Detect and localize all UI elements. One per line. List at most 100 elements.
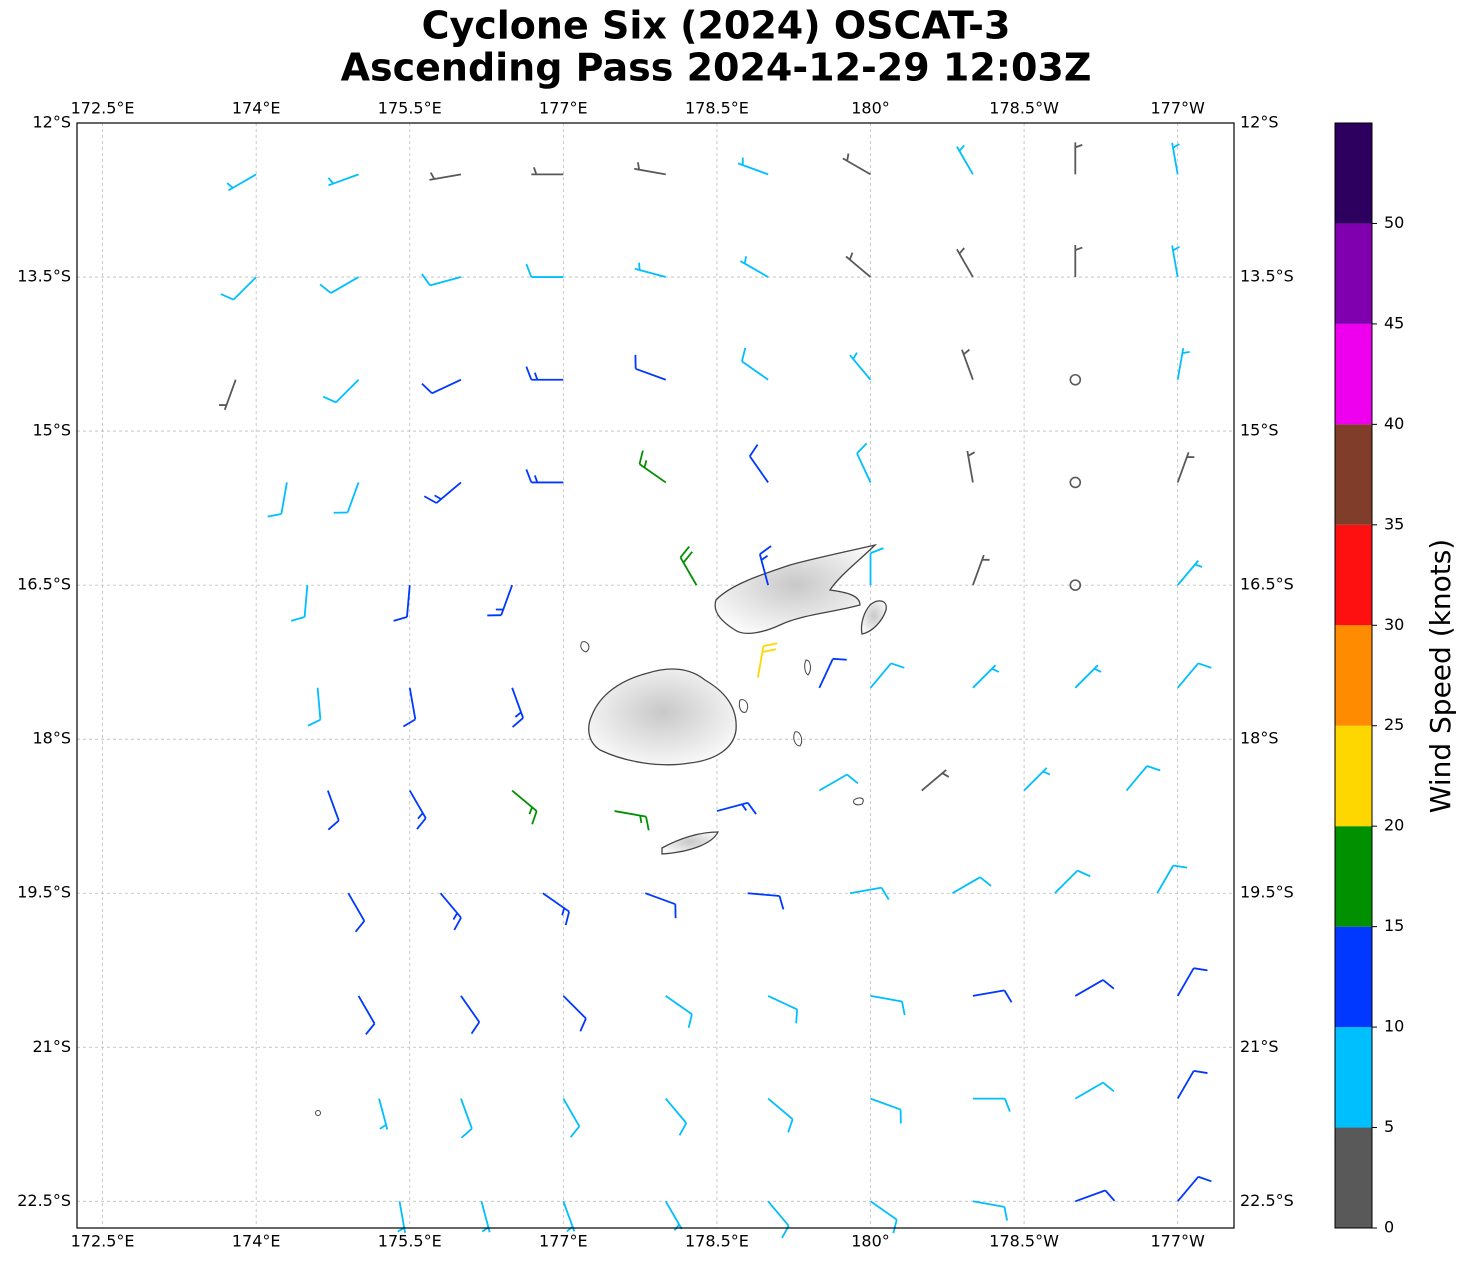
barb-flag: [832, 657, 847, 661]
barb-staff: [1054, 869, 1079, 894]
barb-flag: [890, 662, 905, 669]
islet: [738, 699, 749, 713]
land: [315, 543, 887, 1116]
barb-staff: [1074, 664, 1099, 689]
barb-staff: [1171, 142, 1179, 175]
barb-flag: [1102, 1081, 1115, 1093]
wind-barb: [972, 989, 1013, 1003]
y-tick-label: 22.5°S: [17, 1191, 71, 1210]
title: Cyclone Six (2024) OSCAT-3: [422, 4, 1011, 48]
barb-flag: [319, 283, 332, 294]
barb-staff: [1176, 662, 1199, 689]
barb-flag: [531, 810, 538, 825]
barb-flag: [525, 366, 533, 381]
barb-half: [1194, 563, 1203, 568]
wind-barb: [357, 995, 376, 1036]
wind-barb: [562, 995, 587, 1032]
wind-barb: [956, 247, 974, 278]
colorbar-segment: [1335, 223, 1372, 324]
wind-barb: [869, 547, 884, 586]
wind-barb: [525, 263, 564, 278]
barb-staff: [739, 260, 769, 278]
wind-barb: [842, 153, 871, 176]
barb-half: [379, 1123, 387, 1130]
y-tick-label: 13.5°S: [1240, 267, 1294, 286]
kadavu: [661, 831, 720, 855]
wind-barb: [634, 354, 667, 381]
x-tick-label: 178.5°E: [685, 1232, 749, 1251]
wind-barb: [393, 585, 411, 622]
barb-half: [533, 167, 538, 175]
wind-barb: [1156, 864, 1188, 894]
wind-barb: [664, 1200, 683, 1231]
barb-staff: [1176, 452, 1190, 483]
y-tick-label: 19.5°S: [1240, 883, 1294, 902]
barb-flag: [1102, 979, 1115, 990]
wind-barb: [638, 450, 667, 484]
barb-staff: [511, 789, 538, 812]
colorbar-segment: [1335, 625, 1372, 726]
wind-barb: [767, 995, 799, 1024]
barb-flag: [307, 718, 321, 727]
y-tick-label: 15°S: [1240, 421, 1279, 440]
wind-barb: [1069, 373, 1082, 386]
barb-staff: [951, 876, 981, 894]
barb-flag: [421, 382, 433, 394]
barb-flag: [267, 513, 282, 518]
x-tick-label: 177°W: [1151, 1232, 1206, 1251]
barb-staff: [1074, 979, 1104, 997]
wind-barb: [511, 789, 538, 825]
wind-barb: [408, 790, 427, 830]
barb-staff: [679, 556, 698, 586]
wind-barb: [1176, 560, 1203, 586]
barb-flag: [423, 495, 437, 504]
barb-staff: [664, 1200, 683, 1230]
barb-flag: [979, 876, 992, 887]
barb-flag: [678, 1122, 688, 1136]
wind-barb: [1176, 967, 1208, 997]
x-tick-label: 177°E: [539, 1232, 588, 1251]
colorbar-segment: [1335, 1027, 1372, 1128]
barb-half: [429, 172, 436, 180]
barb-staff: [228, 173, 257, 192]
wind-barb: [327, 790, 340, 831]
wind-barb: [511, 687, 524, 728]
x-tick-label: 172.5°E: [71, 1232, 135, 1251]
barb-staff: [961, 349, 974, 381]
barb-half: [434, 494, 442, 500]
barb-flag: [762, 648, 777, 653]
x-tick-label: 180°: [851, 99, 890, 118]
y-tick-label: 21°S: [32, 1037, 71, 1056]
wind-barb: [525, 469, 564, 484]
barb-staff: [347, 892, 366, 922]
wind-barb: [870, 995, 906, 1016]
colorbar: 0 5 10 15 20 25 30 35 40 45 50: [1334, 122, 1404, 1237]
barb-staff: [749, 455, 769, 483]
wind-barb: [757, 642, 778, 678]
barb-flag: [747, 802, 757, 815]
colorbar-segment: [1335, 524, 1372, 626]
wind-barb: [333, 482, 360, 514]
y-tick-label: 12°S: [32, 113, 71, 132]
calm-circle: [1069, 579, 1082, 591]
barb-staff: [849, 354, 872, 381]
wind-barb: [856, 442, 872, 483]
barb-staff: [328, 173, 359, 187]
barb-staff: [303, 585, 309, 618]
barb-half: [534, 475, 539, 483]
y-tick-label: 18°S: [1240, 729, 1279, 748]
barb-half: [637, 162, 641, 170]
barb-flag: [525, 263, 533, 278]
barb-staff: [644, 892, 676, 906]
wind-barb: [1074, 664, 1102, 689]
wind-barb: [1074, 1081, 1115, 1100]
barb-half: [1074, 144, 1083, 149]
wind-barb: [439, 892, 462, 931]
colorbar-tick-label: 0: [1384, 1218, 1394, 1237]
barb-staff: [845, 255, 872, 278]
colorbar-tick-label: 45: [1384, 313, 1404, 332]
wind-barb: [421, 273, 462, 287]
barb-staff: [335, 379, 360, 404]
barb-staff: [1176, 560, 1199, 586]
